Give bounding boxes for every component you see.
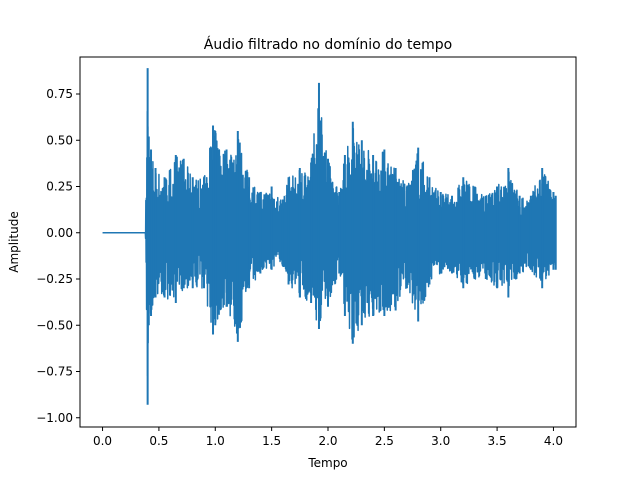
chart-title: Áudio filtrado no domínio do tempo: [204, 36, 452, 53]
y-tick-label: −0.25: [36, 272, 73, 286]
x-tick-label: 0.0: [93, 434, 112, 448]
y-tick-label: 0.25: [46, 180, 73, 194]
y-tick-label: −1.00: [36, 411, 73, 425]
y-axis: −1.00 −0.75 −0.50 −0.25 0.00 0.25 0.50 0.75: [36, 87, 80, 425]
y-tick-label: 0.00: [46, 226, 73, 240]
y-tick-label: −0.75: [36, 365, 73, 379]
x-tick-label: 1.5: [262, 434, 281, 448]
x-tick-label: 4.0: [544, 434, 563, 448]
x-tick-label: 0.5: [149, 434, 168, 448]
y-tick-label: 0.50: [46, 133, 73, 147]
x-tick-label: 2.0: [318, 434, 337, 448]
x-tick-label: 3.5: [488, 434, 507, 448]
y-axis-title: Amplitude: [7, 211, 21, 273]
x-tick-label: 3.0: [431, 434, 450, 448]
y-tick-label: −0.50: [36, 318, 73, 332]
x-axis-title: Tempo: [307, 456, 347, 470]
x-tick-label: 2.5: [375, 434, 394, 448]
plot-area: [102, 68, 557, 405]
waveform-line: [102, 108, 557, 377]
x-tick-label: 1.0: [206, 434, 225, 448]
y-tick-label: 0.75: [46, 87, 73, 101]
x-axis: 0.0 0.5 1.0 1.5 2.0 2.5 3.0 3.5 4.0: [93, 427, 563, 448]
